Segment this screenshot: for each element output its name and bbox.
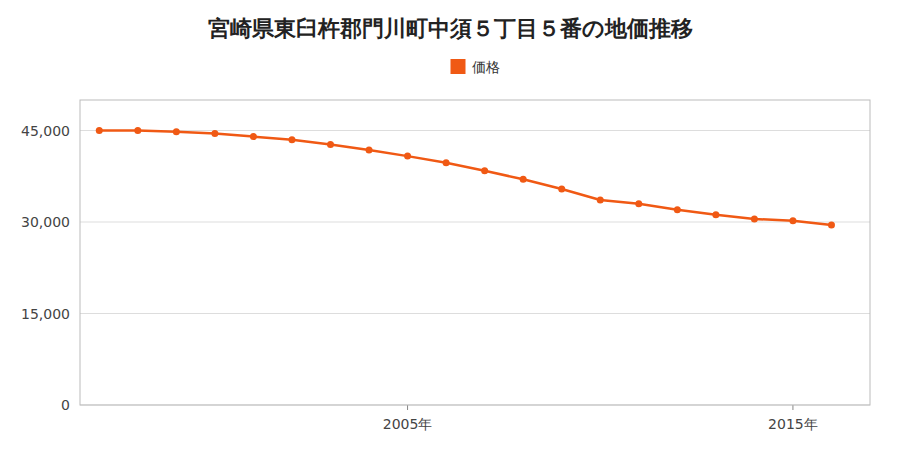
chart-svg: 宮崎県東臼杵郡門川町中須５丁目５番の地価推移 0 15,000 30,000 45,00… (0, 0, 900, 450)
x-tick-label: 2015年 (768, 416, 818, 432)
point (443, 159, 450, 166)
point (789, 217, 796, 224)
y-tick-label: 30,000 (21, 214, 70, 230)
point (404, 153, 411, 160)
point (828, 222, 835, 229)
point (327, 141, 334, 148)
x-tick (792, 405, 793, 410)
point (96, 127, 103, 134)
legend-swatch (451, 59, 466, 74)
point (288, 136, 295, 143)
y-tick-label: 45,000 (21, 123, 70, 139)
chart-container: 宮崎県東臼杵郡門川町中須５丁目５番の地価推移 0 15,000 30,000 45,00… (0, 0, 900, 450)
point (712, 211, 719, 218)
y-tick-label: 0 (61, 397, 70, 413)
grid-line (80, 222, 870, 223)
grid-line (80, 130, 870, 131)
point (674, 206, 681, 213)
data-layer (96, 127, 835, 229)
point (558, 186, 565, 193)
point (481, 167, 488, 174)
grid-line (80, 313, 870, 314)
point (211, 130, 218, 137)
line (99, 131, 831, 226)
y-tick-label: 15,000 (21, 306, 70, 322)
plot-frame (80, 100, 870, 405)
point (173, 128, 180, 135)
point (635, 200, 642, 207)
grid (80, 131, 870, 406)
point (597, 197, 604, 204)
point (366, 147, 373, 154)
legend: 価格 (451, 59, 500, 75)
legend-item: 価格 (451, 59, 500, 75)
point (520, 176, 527, 183)
point (751, 215, 758, 222)
point (250, 133, 257, 140)
x-tick-label: 2005年 (383, 416, 433, 432)
legend-label: 価格 (472, 59, 500, 75)
x-tick (407, 405, 408, 410)
title: 宮崎県東臼杵郡門川町中須５丁目５番の地価推移 (208, 16, 693, 41)
point (134, 127, 141, 134)
